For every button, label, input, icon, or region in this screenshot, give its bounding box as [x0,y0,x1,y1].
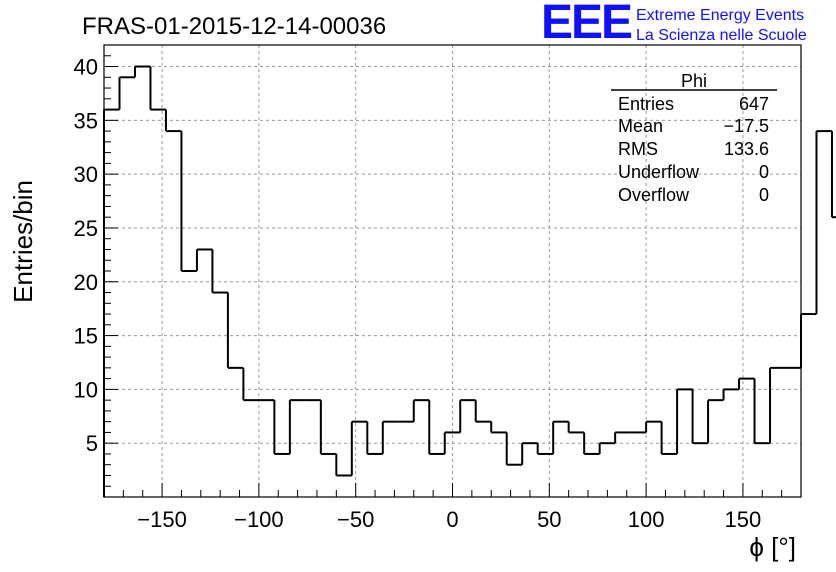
stats-title: Phi [681,71,707,91]
stats-value: 647 [739,94,769,114]
y-tick-label: 25 [74,216,98,241]
stats-value: 133.6 [724,139,769,159]
y-tick-label: 10 [74,377,98,402]
x-tick-label: 100 [628,507,665,532]
y-tick-label: 20 [74,270,98,295]
stats-label: Mean [618,116,663,136]
y-axis-label: Entries/bin [8,180,38,303]
grid [104,45,801,497]
x-tick-label: −50 [337,507,374,532]
y-tick-label: 40 [74,55,98,80]
stats-label: Underflow [618,162,700,182]
stats-value: −17.5 [723,116,769,136]
stats-label: Entries [618,94,674,114]
x-tick-label: −100 [234,507,284,532]
logo-line-2: La Scienza nelle Scuole [636,27,807,44]
x-tick-label: −150 [137,507,187,532]
x-tick-label: 50 [537,507,561,532]
y-tick-label: 5 [86,431,98,456]
x-axis-label: ϕ [°] [749,532,796,562]
x-tick-label: 150 [725,507,762,532]
axis-ticks: −150 −100 −50 0 50 100 150 5 10 15 20 25 30 35 40 [74,44,802,532]
y-tick-label: 35 [74,108,98,133]
eee-logo: EEE [541,0,632,49]
stats-value: 0 [759,185,769,205]
x-tick-label: 0 [446,507,458,532]
chart-title: FRAS-01-2015-12-14-00036 [82,13,386,40]
stats-label: RMS [618,139,658,159]
stats-label: Overflow [618,185,690,205]
logo-line-1: Extreme Energy Events [636,7,804,24]
stats-box: Phi Entries 647 Mean −17.5 RMS 133.6 Und… [611,71,777,205]
stats-value: 0 [759,162,769,182]
y-tick-label: 30 [74,162,98,187]
histogram-series [103,65,836,497]
y-tick-label: 15 [74,324,98,349]
